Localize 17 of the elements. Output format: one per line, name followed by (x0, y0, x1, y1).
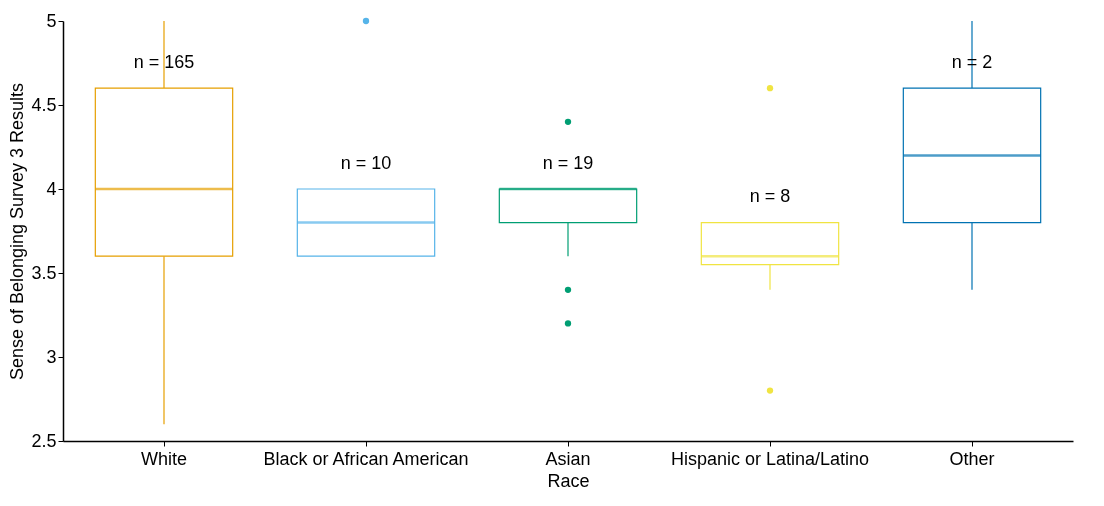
x-axis-title: Race (547, 470, 590, 491)
annotation: n = 8 (749, 186, 791, 207)
x-tick-label: Hispanic or Latina/Latino (670, 448, 870, 469)
y-tick-label: 4 (46, 178, 57, 199)
y-tick-label: 3 (46, 346, 57, 367)
y-tick-label: 2.5 (31, 430, 57, 451)
x-tick-label: Black or African American (263, 448, 469, 469)
y-axis-title: Sense of Belonging Survey 3 Results (7, 82, 28, 381)
y-tick-label: 3.5 (31, 262, 57, 283)
x-tick-label: White (140, 448, 188, 469)
annotation: n = 165 (133, 52, 195, 72)
annotation: n = 10 (340, 152, 392, 173)
x-tick-label: Other (949, 448, 995, 469)
x-tick-label: Asian (545, 448, 591, 469)
annotation: n = 19 (542, 152, 594, 173)
y-tick-label: 4.5 (31, 94, 57, 115)
y-tick-label: 5 (46, 10, 57, 31)
